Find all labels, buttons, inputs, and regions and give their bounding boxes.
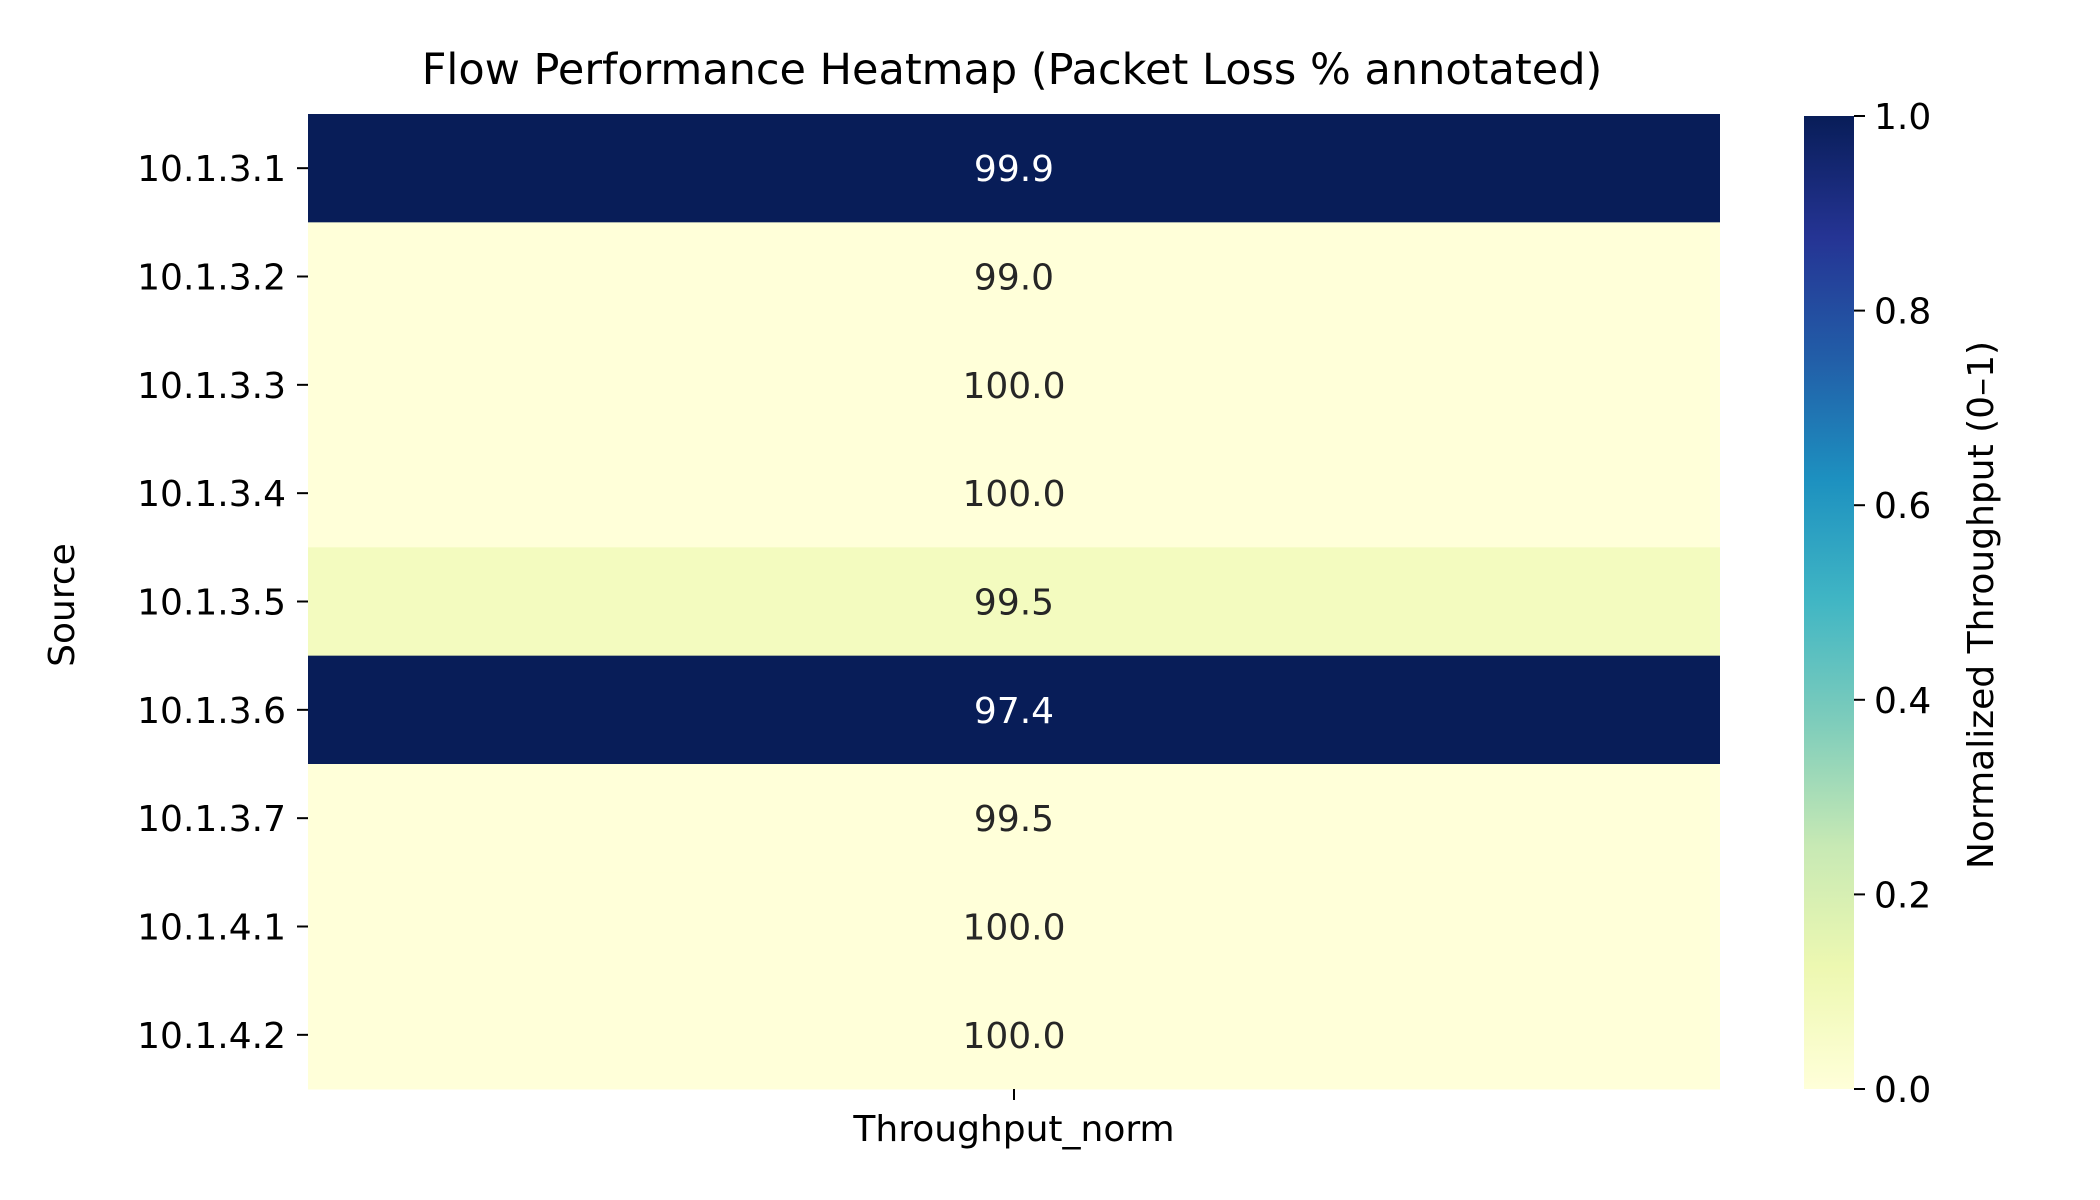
colorbar-gradient [1804, 116, 1854, 1089]
row-tick-label: 10.1.3.5 [137, 583, 286, 624]
cell-annotation: 97.4 [974, 691, 1054, 732]
heatmap-cell [308, 980, 1720, 1090]
cell-annotation: 100.0 [962, 1016, 1065, 1057]
heatmap-cell [308, 114, 1720, 223]
heatmap-cell [308, 439, 1720, 548]
cell-annotation: 99.5 [974, 799, 1054, 840]
colorbar-tick-label: 0.2 [1874, 875, 1931, 916]
row-tick-label: 10.1.4.1 [137, 908, 286, 949]
cell-annotation: 99.0 [974, 258, 1054, 299]
cell-annotation: 100.0 [962, 474, 1065, 515]
row-tick-label: 10.1.4.2 [137, 1016, 286, 1057]
row-tick-label: 10.1.3.2 [137, 258, 286, 299]
colorbar-tick-label: 0.6 [1874, 486, 1931, 527]
heatmap-cell [308, 547, 1720, 657]
cell-annotation: 99.5 [974, 583, 1054, 624]
colorbar-label: Normalized Throughput (0–1) [1961, 341, 2002, 869]
colorbar-tick-label: 0.8 [1874, 292, 1931, 333]
heatmap-cell [308, 872, 1720, 982]
heatmap-cell [308, 764, 1720, 873]
row-tick-label: 10.1.3.6 [137, 691, 286, 732]
cell-annotation: 99.9 [974, 149, 1054, 190]
y-axis-label: Source [42, 543, 83, 667]
heatmap-cell [308, 222, 1720, 332]
heatmap-cell [308, 330, 1720, 440]
row-tick-label: 10.1.3.3 [137, 366, 286, 407]
heatmap-cell [308, 655, 1720, 765]
cell-annotation: 100.0 [962, 908, 1065, 949]
column-tick-labels: Throughput_norm [852, 1089, 1175, 1150]
row-tick-label: 10.1.3.4 [137, 474, 286, 515]
heatmap-cells: 99.9 99.0 100.0 100.0 99.5 97.4 99.5 100.0 100.0 [308, 114, 1720, 1090]
row-tick-label: 10.1.3.7 [137, 799, 286, 840]
colorbar: 0.0 0.2 0.4 0.6 0.8 1.0 [1804, 97, 1931, 1111]
row-tick-labels: 10.1.3.1 10.1.3.2 10.1.3.3 10.1.3.4 10.1.3.5… [137, 149, 308, 1057]
colorbar-tick-label: 0.0 [1874, 1070, 1931, 1111]
colorbar-tick-label: 1.0 [1874, 97, 1931, 138]
chart-title: Flow Performance Heatmap (Packet Loss % … [422, 45, 1603, 95]
row-tick-label: 10.1.3.1 [137, 149, 286, 190]
column-tick-label: Throughput_norm [852, 1109, 1174, 1150]
cell-annotation: 100.0 [962, 366, 1065, 407]
colorbar-tick-label: 0.4 [1874, 681, 1931, 722]
